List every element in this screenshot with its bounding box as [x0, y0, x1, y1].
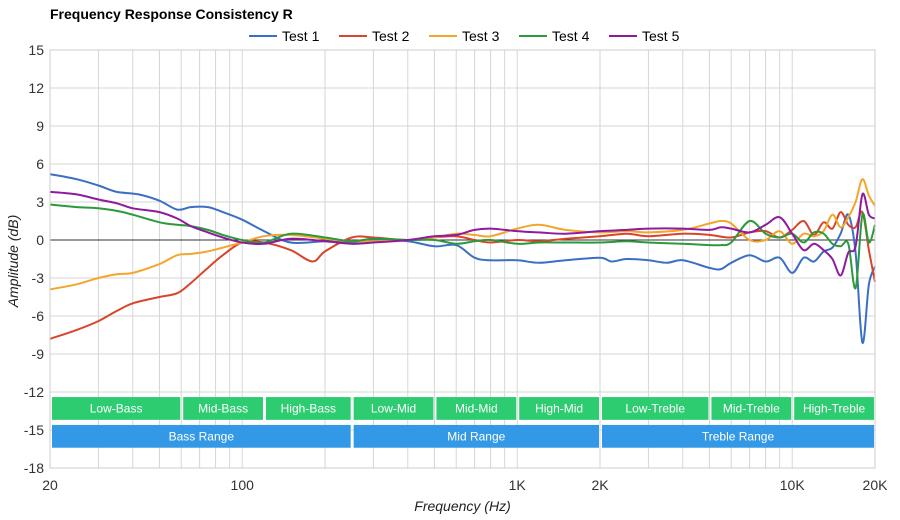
- x-tick-label: 1K: [509, 477, 527, 493]
- band-label: High-Mid: [535, 401, 583, 415]
- legend: Test 1 Test 2 Test 3 Test 4 Test 5: [249, 28, 680, 44]
- band-rect: [602, 424, 874, 448]
- band-rect: [519, 397, 599, 420]
- band-label: Bass Range: [169, 429, 235, 443]
- y-tick-label: -18: [24, 460, 44, 476]
- legend-item-test-3[interactable]: Test 3: [429, 28, 500, 44]
- band-rect: [794, 397, 874, 420]
- legend-item-test-5[interactable]: Test 5: [609, 28, 680, 44]
- legend-label: Test 4: [552, 28, 590, 44]
- y-tick-label: -12: [24, 384, 44, 400]
- y-tick-label: -9: [32, 346, 45, 362]
- band-bass-range: Bass Range: [52, 424, 351, 448]
- band-label: Mid-Treble: [723, 401, 780, 415]
- y-tick-label: 3: [36, 194, 44, 210]
- band-label: Mid-Bass: [198, 401, 248, 415]
- band-label: High-Treble: [803, 401, 866, 415]
- series-line-test-5: [49, 190, 876, 277]
- x-axis-label: Frequency (Hz): [414, 498, 510, 514]
- band-mid-bass: Mid-Bass: [183, 397, 263, 420]
- series-line-test-4: [49, 203, 876, 290]
- chart-title: Frequency Response Consistency R: [50, 6, 293, 22]
- band-rect: [711, 397, 792, 420]
- y-tick-label: 9: [36, 118, 44, 134]
- y-axis-ticks: 15 12 9 6 3 0 -3 -6 -9 -12 -15 -18: [24, 42, 44, 476]
- band-rect: [436, 397, 517, 420]
- band-label: Low-Mid: [371, 401, 416, 415]
- y-tick-label: -6: [32, 308, 45, 324]
- y-tick-label: 12: [28, 80, 44, 96]
- x-axis-ticks: 20 100 1K 2K 10K 20K: [42, 477, 888, 493]
- legend-label: Test 2: [372, 28, 410, 44]
- band-rect: [602, 397, 709, 420]
- band-rect: [265, 397, 351, 420]
- series-line-test-3: [49, 178, 876, 291]
- band-label: Low-Treble: [625, 401, 685, 415]
- y-axis-label: Amplitude (dB): [5, 215, 21, 309]
- legend-item-test-2[interactable]: Test 2: [339, 28, 410, 44]
- band-high-treble: High-Treble: [794, 397, 874, 420]
- band-low-mid: Low-Mid: [353, 397, 434, 420]
- legend-label: Test 3: [462, 28, 500, 44]
- legend-item-test-4[interactable]: Test 4: [519, 28, 590, 44]
- legend-label: Test 5: [642, 28, 680, 44]
- series-line-test-1: [49, 173, 876, 344]
- band-rect: [52, 397, 181, 420]
- x-tick-label: 20: [42, 477, 58, 493]
- legend-item-test-1[interactable]: Test 1: [249, 28, 320, 44]
- band-rect: [52, 424, 351, 448]
- x-tick-label: 10K: [780, 477, 806, 493]
- series-lines: [49, 173, 876, 344]
- y-tick-label: 15: [28, 42, 44, 58]
- band-low-treble: Low-Treble: [602, 397, 709, 420]
- band-label: Low-Bass: [90, 401, 143, 415]
- band-label: High-Bass: [281, 401, 336, 415]
- band-label: Treble Range: [702, 429, 775, 443]
- band-label: Mid Range: [447, 429, 505, 443]
- y-tick-label: 6: [36, 156, 44, 172]
- band-rect: [353, 424, 599, 448]
- band-low-bass: Low-Bass: [52, 397, 181, 420]
- plot-frame: [49, 49, 876, 469]
- x-tick-label: 100: [231, 477, 255, 493]
- band-treble-range: Treble Range: [602, 424, 874, 448]
- band-high-bass: High-Bass: [265, 397, 351, 420]
- x-tick-label: 2K: [591, 477, 609, 493]
- band-label: Mid-Mid: [455, 401, 498, 415]
- frequency-bands: Low-Bass Mid-Bass High-Bass Low-Mid Mid-Mid H…: [52, 397, 874, 448]
- band-high-mid: High-Mid: [519, 397, 599, 420]
- band-mid-range: Mid Range: [353, 424, 599, 448]
- y-tick-label: 0: [36, 232, 44, 248]
- band-rect: [353, 397, 434, 420]
- legend-label: Test 1: [282, 28, 320, 44]
- band-mid-treble: Mid-Treble: [711, 397, 792, 420]
- band-mid-mid: Mid-Mid: [436, 397, 517, 420]
- x-tick-label: 20K: [863, 477, 889, 493]
- y-tick-label: -3: [32, 270, 45, 286]
- series-line-test-2: [49, 210, 876, 340]
- band-rect: [183, 397, 263, 420]
- y-tick-label: -15: [24, 422, 44, 438]
